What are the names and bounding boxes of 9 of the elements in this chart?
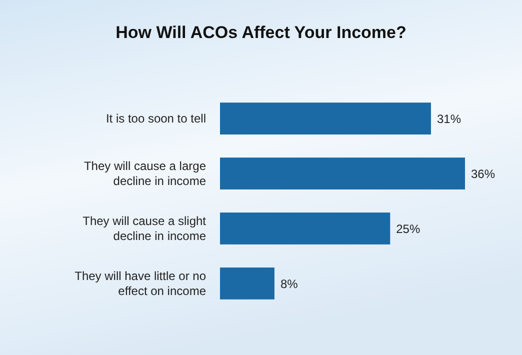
y-tick-label: They will have little or no effect on income	[74, 268, 206, 298]
y-tick-label: It is too soon to tell	[106, 112, 206, 126]
chart-title: How Will ACOs Affect Your Income?	[116, 23, 406, 42]
data-label: 8%	[280, 276, 298, 291]
data-label: 36%	[471, 167, 496, 182]
y-tick-label: They will cause a large decline in income	[84, 159, 206, 188]
data-label: 31%	[436, 112, 462, 126]
y-tick-label: They will cause a slight decline in income	[82, 214, 207, 243]
data-label: 25%	[396, 222, 420, 236]
